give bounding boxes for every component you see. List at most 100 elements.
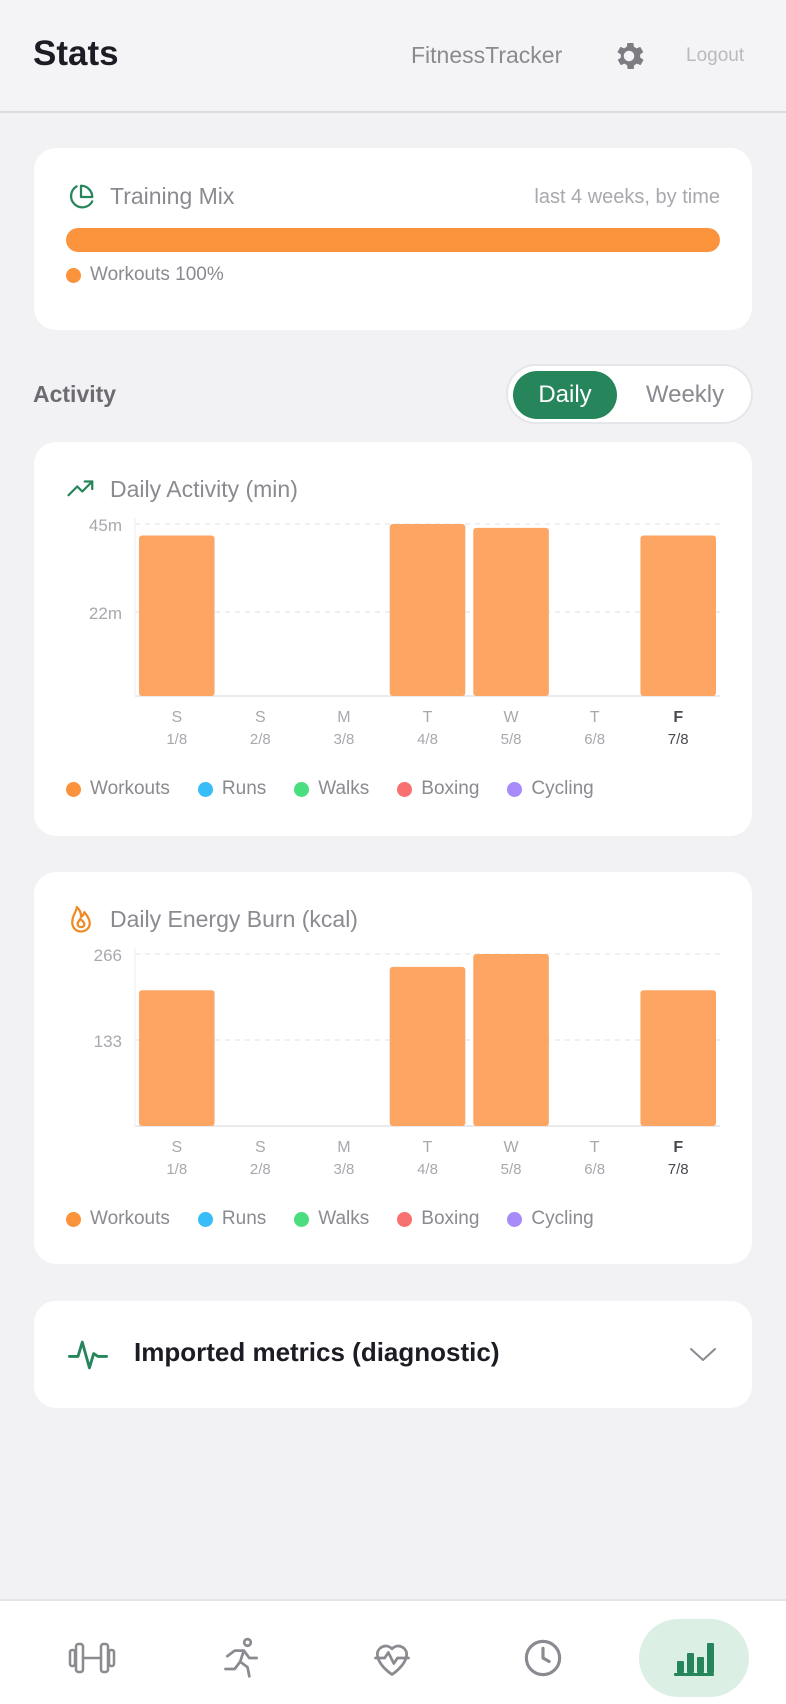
legend-label: Boxing bbox=[421, 1208, 480, 1229]
nav-stats[interactable] bbox=[639, 1619, 749, 1697]
y-tick-label: 45m bbox=[89, 516, 122, 535]
gear-icon[interactable] bbox=[611, 38, 647, 74]
heart-pulse-icon bbox=[374, 1644, 410, 1676]
trending-up-icon bbox=[67, 480, 94, 497]
training-mix-bar bbox=[66, 228, 720, 252]
imported-metrics-card[interactable]: Imported metrics (diagnostic) bbox=[34, 1301, 752, 1408]
logout-button[interactable]: Logout bbox=[686, 45, 745, 66]
x-tick-date: 2/8 bbox=[250, 731, 271, 748]
flame-icon bbox=[71, 906, 91, 933]
x-tick-date: 5/8 bbox=[501, 1161, 522, 1178]
x-tick-date: 7/8 bbox=[668, 1161, 689, 1178]
bar-4/8 bbox=[389, 966, 466, 1126]
y-tick-label: 266 bbox=[94, 946, 122, 965]
weekly-toggle-button[interactable]: Weekly bbox=[645, 381, 725, 408]
period-toggle: Daily Weekly bbox=[506, 364, 753, 424]
legend-dot bbox=[197, 1211, 213, 1227]
legend-label: Workouts 100% bbox=[90, 264, 224, 285]
nav-history[interactable] bbox=[488, 1619, 598, 1697]
daily-activity-legend: Workouts Runs Walks Boxing Cycling bbox=[66, 778, 622, 800]
nav-workouts[interactable] bbox=[37, 1619, 147, 1697]
daily-energy-legend: Workouts Runs Walks Boxing Cycling bbox=[66, 1208, 622, 1230]
bar-chart-icon bbox=[674, 1643, 714, 1676]
x-tick-day: M bbox=[337, 1139, 350, 1156]
legend-item-boxing: Boxing bbox=[397, 778, 479, 800]
legend-label: Walks bbox=[318, 778, 370, 799]
chevron-down-icon[interactable] bbox=[688, 1343, 718, 1365]
bar-1/8 bbox=[139, 990, 215, 1126]
legend-dot bbox=[197, 781, 213, 797]
daily-toggle-button[interactable]: Daily bbox=[513, 371, 617, 419]
x-tick-date: 3/8 bbox=[333, 731, 354, 748]
x-tick-date: 3/8 bbox=[333, 1161, 354, 1178]
legend-dot bbox=[66, 1211, 81, 1227]
legend-label: Runs bbox=[221, 778, 267, 799]
x-tick-day: S bbox=[255, 709, 266, 726]
nav-runs[interactable] bbox=[187, 1619, 297, 1697]
x-tick-day: S bbox=[255, 1139, 266, 1156]
legend-dot bbox=[294, 781, 310, 797]
bar-5/8 bbox=[473, 527, 549, 696]
x-tick-date: 4/8 bbox=[417, 731, 438, 748]
legend-item-workouts: Workouts bbox=[66, 1208, 170, 1230]
training-mix-title: Training Mix bbox=[110, 183, 235, 209]
x-tick-day: M bbox=[337, 709, 350, 726]
x-tick-day: F bbox=[673, 709, 683, 726]
app-name: FitnessTracker bbox=[411, 42, 563, 68]
x-tick-day: W bbox=[504, 709, 520, 726]
training-mix-subtitle: last 4 weeks, by time bbox=[534, 186, 720, 208]
legend-dot bbox=[66, 267, 81, 283]
daily-activity-chart: 45m 22m S 1/8 S 2/8 M 3/8 T 4/8 W 5/8 T 6/8 F 7/8 bbox=[89, 516, 720, 748]
bar-7/8 bbox=[640, 535, 716, 696]
run-icon bbox=[224, 1637, 259, 1678]
legend-dot bbox=[66, 781, 81, 797]
dumbbell-icon bbox=[68, 1642, 116, 1674]
x-tick-date: 5/8 bbox=[501, 731, 522, 748]
legend-dot bbox=[507, 1211, 523, 1227]
x-tick-day: S bbox=[171, 1139, 182, 1156]
y-tick-label: 133 bbox=[94, 1032, 122, 1051]
x-tick-day: F bbox=[673, 1139, 683, 1156]
legend-item-cycling: Cycling bbox=[507, 1208, 594, 1230]
legend-dot bbox=[294, 1211, 310, 1227]
x-tick-day: S bbox=[171, 709, 182, 726]
x-tick-day: T bbox=[423, 1139, 433, 1156]
legend-item: Workouts 100% bbox=[66, 264, 224, 286]
legend-item-walks: Walks bbox=[294, 778, 369, 800]
legend-label: Walks bbox=[318, 1208, 370, 1229]
legend-item-cycling: Cycling bbox=[507, 778, 594, 800]
x-tick-day: T bbox=[590, 1139, 600, 1156]
legend-label: Workouts bbox=[90, 1208, 170, 1229]
training-mix-fill-workouts bbox=[66, 228, 720, 252]
legend-item-workouts: Workouts bbox=[66, 778, 170, 800]
y-tick-label: 22m bbox=[89, 604, 122, 623]
page-title: Stats bbox=[33, 34, 119, 73]
daily-energy-card: Daily Energy Burn (kcal) 266 133 S 1/8 S 2/8 M… bbox=[34, 872, 752, 1264]
bottom-navigation bbox=[0, 1599, 786, 1704]
legend-label: Cycling bbox=[531, 1208, 594, 1229]
app-header: Stats FitnessTracker Logout bbox=[0, 0, 786, 113]
activity-pulse-icon bbox=[68, 1340, 108, 1370]
pie-chart-icon bbox=[69, 184, 94, 209]
x-tick-date: 4/8 bbox=[417, 1161, 438, 1178]
legend-label: Cycling bbox=[531, 778, 594, 799]
legend-label: Boxing bbox=[421, 778, 480, 799]
x-tick-date: 1/8 bbox=[166, 1161, 187, 1178]
training-mix-legend: Workouts 100% bbox=[66, 264, 252, 286]
imported-metrics-title: Imported metrics (diagnostic) bbox=[134, 1337, 500, 1367]
daily-activity-title: Daily Activity (min) bbox=[110, 476, 298, 502]
x-tick-day: T bbox=[590, 709, 600, 726]
legend-item-walks: Walks bbox=[294, 1208, 369, 1230]
x-tick-date: 6/8 bbox=[584, 731, 605, 748]
daily-energy-title: Daily Energy Burn (kcal) bbox=[110, 906, 358, 932]
nav-health[interactable] bbox=[337, 1619, 447, 1697]
legend-label: Runs bbox=[221, 1208, 267, 1229]
legend-item-runs: Runs bbox=[197, 778, 267, 800]
clock-icon bbox=[524, 1639, 562, 1677]
x-tick-date: 6/8 bbox=[584, 1161, 605, 1178]
training-mix-card: Training Mix last 4 weeks, by time Worko… bbox=[34, 148, 752, 330]
bar-7/8 bbox=[640, 990, 716, 1126]
x-tick-date: 7/8 bbox=[668, 731, 689, 748]
legend-dot bbox=[397, 1211, 413, 1227]
legend-dot bbox=[507, 781, 523, 797]
